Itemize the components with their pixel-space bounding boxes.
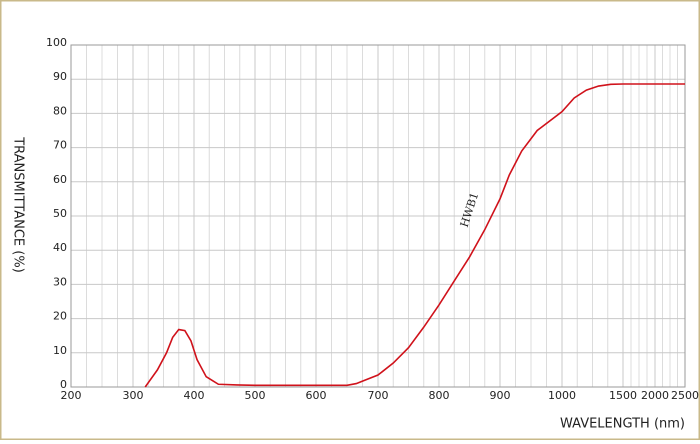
x-tick-label: 900: [490, 389, 511, 402]
plot-border: [70, 44, 686, 388]
y-tick-label: 70: [53, 139, 67, 152]
y-tick-label: 100: [46, 36, 67, 49]
x-tick-label: 2500: [671, 389, 699, 402]
data-line: [144, 83, 685, 388]
y-tick-label: 20: [53, 310, 67, 323]
y-tick-label: 80: [53, 104, 67, 117]
x-tick-label: 500: [245, 389, 266, 402]
y-tick-label: 40: [53, 241, 67, 254]
y-tick-label: 10: [53, 344, 67, 357]
y-tick-label: 50: [53, 207, 67, 220]
x-tick-label: 2000: [641, 389, 669, 402]
x-tick-label: 1000: [548, 389, 576, 402]
grid: 0 10 20 30 40 50 60 70 80 90 100 200 300 400 500 600 700…: [46, 36, 699, 402]
x-tick-label: 600: [306, 389, 327, 402]
x-tick-label: 200: [61, 389, 82, 402]
y-axis-title: TRANSMITTANCE (%): [11, 136, 26, 273]
y-tick-label: 30: [53, 275, 67, 288]
y-tick-label: 0: [60, 378, 67, 391]
x-tick-label: 700: [368, 389, 389, 402]
x-tick-label: 800: [429, 389, 450, 402]
x-tick-label: 300: [123, 389, 144, 402]
x-tick-label: 400: [184, 389, 205, 402]
x-tick-label: 1500: [609, 389, 637, 402]
y-tick-label: 60: [53, 173, 67, 186]
y-tick-label: 90: [53, 70, 67, 83]
x-axis-title: WAVELENGTH (nm): [560, 417, 685, 432]
